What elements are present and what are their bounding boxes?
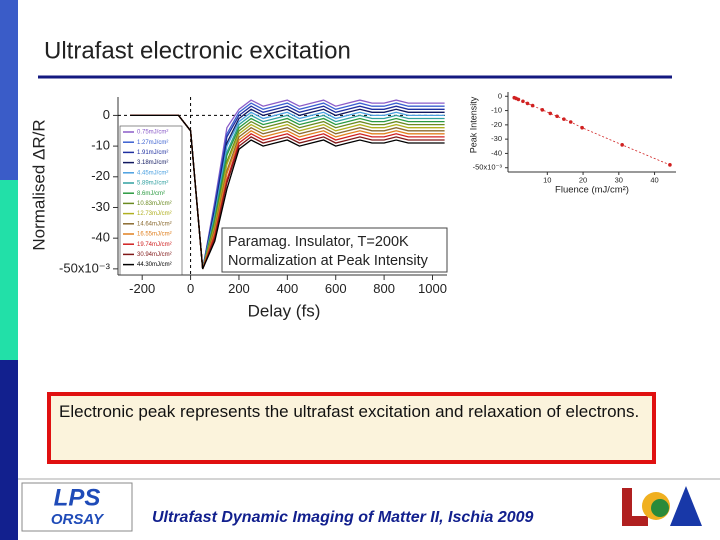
x-tick-label: 600 <box>325 281 347 296</box>
slide-title: Ultrafast electronic excitation <box>44 37 351 64</box>
side-bar <box>0 180 18 360</box>
point <box>555 114 559 119</box>
y-tick-label: -20 <box>91 168 110 183</box>
legend-label: 16.55mJ/cm² <box>137 232 172 238</box>
y-tick-label: 0 <box>103 107 110 122</box>
y-tick-label: -20 <box>491 120 502 129</box>
point <box>530 103 535 108</box>
side-bar <box>0 360 18 540</box>
side-bar <box>0 0 18 180</box>
text-box: Electronic peak represents the ultrafast… <box>47 392 656 464</box>
x-axis-title: Delay (fs) <box>248 301 321 320</box>
x-tick-label: 10 <box>543 176 551 185</box>
logo-text: LPS <box>54 484 101 511</box>
legend-label: 3.18mJ/cm² <box>137 160 168 166</box>
logo-text: ORSAY <box>51 511 105 528</box>
x-tick-label: 1000 <box>418 281 447 296</box>
legend-label: 30.94mJ/cm² <box>137 252 172 258</box>
point <box>540 108 545 112</box>
legend: 0.75mJ/cm² 1.27mJ/cm² 1.91mJ/cm² 3.18mJ/cm²… <box>119 125 183 276</box>
trend-line <box>514 97 671 166</box>
legend-box <box>119 125 183 276</box>
legend-label: 19.74mJ/cm² <box>137 242 172 248</box>
y-tick-label: -50x10⁻³ <box>59 260 111 275</box>
point <box>568 120 573 124</box>
point <box>516 97 521 102</box>
legend-label: 44.30mJ/cm² <box>137 262 172 268</box>
annotation-text: Paramag. Insulator, T=200K <box>228 234 409 250</box>
right-logo <box>622 486 702 526</box>
legend-label: 1.27mJ/cm² <box>137 140 168 146</box>
annotation: Paramag. Insulator, T=200K Normalization … <box>221 227 448 273</box>
point <box>580 125 584 130</box>
logo-box <box>21 482 133 532</box>
point <box>668 163 672 167</box>
legend-label: 1.91mJ/cm² <box>137 150 168 156</box>
y-axis-title: Peak Intensity <box>468 96 478 153</box>
y-tick-label: -40 <box>491 148 502 157</box>
legend-label: 5.89mJ/cm² <box>137 181 168 187</box>
x-tick-label: 400 <box>276 281 298 296</box>
legend-label: 14.64mJ/cm² <box>137 221 172 227</box>
x-tick-label: 40 <box>650 176 658 185</box>
footer-text: Ultrafast Dynamic Imaging of Matter II, … <box>152 509 534 526</box>
x-tick-label: -200 <box>129 281 155 296</box>
y-tick-label: -30 <box>491 134 502 143</box>
legend-label: 12.73mJ/cm² <box>137 211 172 217</box>
y-tick-label: -30 <box>91 199 110 214</box>
point <box>548 111 553 116</box>
y-tick-label: 0 <box>498 91 502 100</box>
annotation-text: Normalization at Peak Intensity <box>228 253 429 269</box>
series-line <box>130 114 445 270</box>
x-tick-label: 0 <box>187 281 194 296</box>
legend-label: 8.6mJ/cm² <box>137 191 165 197</box>
x-tick-label: 200 <box>228 281 250 296</box>
point <box>562 117 566 121</box>
point <box>620 143 624 147</box>
y-tick-label: -50x10⁻³ <box>473 163 503 172</box>
y-tick-label: -10 <box>91 138 110 153</box>
legend-label: 0.75mJ/cm² <box>137 130 168 136</box>
x-tick-label: 30 <box>615 176 623 185</box>
legend-label: 10.83mJ/cm² <box>137 201 172 207</box>
y-axis-title: Normalised ΔR/R <box>29 119 48 250</box>
legend-label: 4.45mJ/cm² <box>137 170 168 176</box>
x-tick-label: 20 <box>579 176 587 185</box>
x-tick-label: 800 <box>373 281 395 296</box>
annotation-box <box>221 227 448 273</box>
point <box>525 101 530 106</box>
point <box>521 99 525 104</box>
x-axis-title: Fluence (mJ/cm²) <box>555 185 629 196</box>
y-tick-label: -40 <box>91 230 110 245</box>
y-tick-label: -10 <box>491 106 502 115</box>
